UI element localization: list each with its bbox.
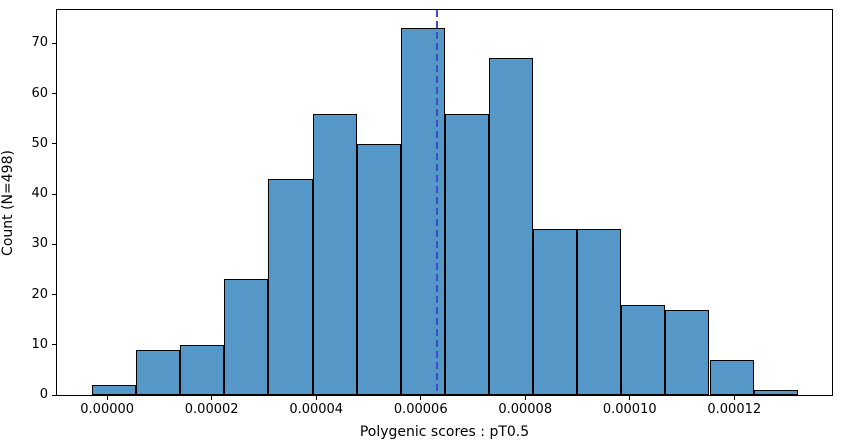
y-tick-label: 70 xyxy=(31,35,48,51)
histogram-bar xyxy=(356,143,401,395)
x-tick-label: 0.00012 xyxy=(707,402,762,417)
y-tick-mark xyxy=(52,243,56,245)
mean-dashed-vline xyxy=(436,10,439,395)
x-tick-label: 0.00006 xyxy=(393,402,448,417)
histogram-bar xyxy=(224,279,269,395)
x-tick-label: 0.00002 xyxy=(184,402,239,417)
histogram-bar xyxy=(444,113,489,395)
histogram-bar xyxy=(753,389,798,395)
histogram-bar xyxy=(709,359,754,395)
y-tick-mark xyxy=(52,193,56,195)
histogram-bar xyxy=(665,309,710,395)
x-tick-mark xyxy=(420,396,422,400)
x-tick-mark xyxy=(315,396,317,400)
x-axis-label: Polygenic scores : pT0.5 xyxy=(359,424,530,440)
y-tick-label: 60 xyxy=(31,85,48,101)
plot-area xyxy=(56,9,833,396)
histogram-bar xyxy=(577,229,622,395)
y-tick-label: 40 xyxy=(31,186,48,202)
y-tick-label: 20 xyxy=(31,286,48,302)
y-tick-mark xyxy=(52,344,56,346)
y-tick-label: 0 xyxy=(39,387,48,402)
x-tick-mark xyxy=(733,396,735,400)
y-tick-mark xyxy=(52,93,56,95)
y-tick-mark xyxy=(52,394,56,396)
histogram-bar xyxy=(488,58,534,395)
x-tick-label: 0.00000 xyxy=(80,402,135,417)
x-tick-mark xyxy=(629,396,631,400)
histogram-bar xyxy=(92,384,137,395)
y-axis-label: Count (N=498) xyxy=(0,150,16,256)
y-tick-label: 50 xyxy=(31,135,48,151)
x-tick-mark xyxy=(106,396,108,400)
histogram-bar xyxy=(312,113,357,395)
x-tick-label: 0.00008 xyxy=(498,402,553,417)
histogram-bar xyxy=(621,304,666,395)
histogram-bar xyxy=(268,179,313,395)
y-tick-label: 30 xyxy=(31,236,48,252)
x-tick-mark xyxy=(211,396,213,400)
y-tick-mark xyxy=(52,294,56,296)
y-tick-mark xyxy=(52,143,56,145)
histogram-bar xyxy=(180,344,225,395)
x-tick-label: 0.00010 xyxy=(602,402,657,417)
histogram-bar xyxy=(136,349,181,395)
y-tick-label: 10 xyxy=(31,336,48,352)
histogram-bar xyxy=(533,229,578,395)
x-tick-mark xyxy=(524,396,526,400)
y-tick-mark xyxy=(52,42,56,44)
x-tick-label: 0.00004 xyxy=(289,402,344,417)
